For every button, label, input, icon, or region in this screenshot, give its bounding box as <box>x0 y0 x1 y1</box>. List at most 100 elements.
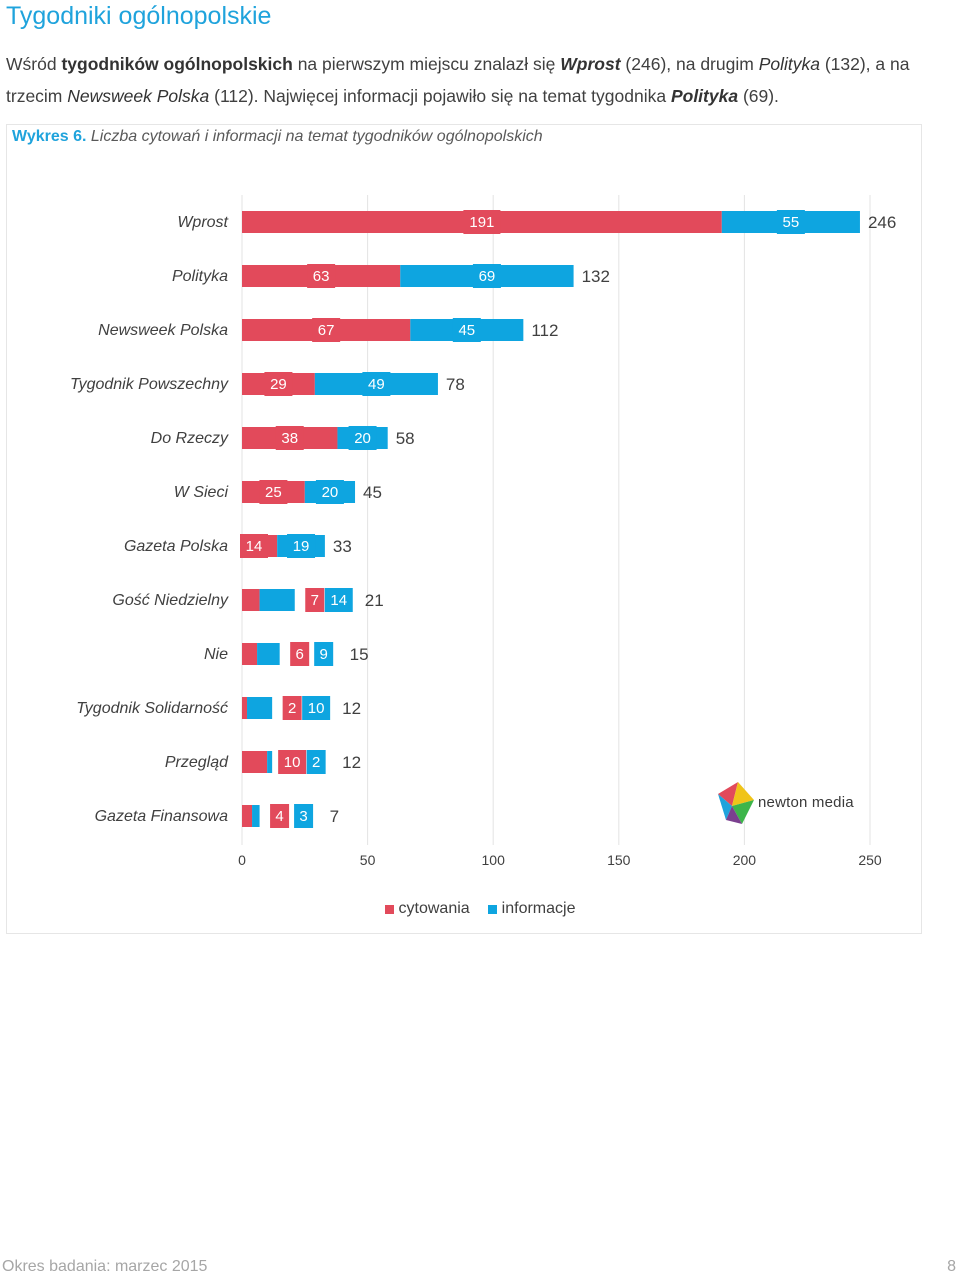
data-label-cytowania: 7 <box>311 592 319 609</box>
category-label: Przegląd <box>165 754 229 771</box>
data-label-cytowania-box <box>259 480 288 504</box>
data-label-cytowania-box <box>282 696 302 720</box>
bar-informacje <box>267 751 273 773</box>
page-heading: Tygodniki ogólnopolskie <box>6 2 272 30</box>
page-number: 8 <box>947 1258 956 1275</box>
data-label-informacje: 10 <box>308 700 325 717</box>
total-label: 21 <box>365 591 384 610</box>
data-label-informacje-box <box>472 264 501 288</box>
intro-text: (69). <box>738 86 779 106</box>
intro-emphasis: Wprost <box>560 54 621 74</box>
intro-text: na pierwszym miejscu znalazł się <box>292 54 561 74</box>
total-label: 58 <box>396 429 415 448</box>
intro-emphasis: tygodników ogólnopolskich <box>61 54 293 74</box>
data-label-cytowania-box <box>270 804 290 828</box>
footer-period: Okres badania: marzec 2015 <box>2 1258 208 1275</box>
intro-emphasis: Newsweek Polska <box>67 86 210 106</box>
legend-item: cytowania <box>384 900 470 918</box>
data-label-cytowania-box <box>275 426 304 450</box>
data-label-informacje-box <box>306 750 326 774</box>
data-label-informacje: 20 <box>322 484 339 501</box>
bar-informacje <box>247 697 273 719</box>
data-label-cytowania-box <box>290 642 310 666</box>
total-label: 132 <box>582 267 610 286</box>
total-label: 112 <box>531 321 558 340</box>
data-label-cytowania: 29 <box>270 376 287 393</box>
data-label-informacje-box <box>294 804 314 828</box>
data-label-informacje: 45 <box>458 322 475 339</box>
category-label: Tygodnik Powszechny <box>70 376 229 393</box>
chart-frame <box>6 124 922 934</box>
data-label-cytowania: 25 <box>265 484 282 501</box>
data-label-cytowania: 67 <box>318 322 335 339</box>
total-label: 33 <box>333 537 352 556</box>
category-label: W Sieci <box>174 484 229 501</box>
bar-cytowania <box>242 697 248 719</box>
data-label-informacje: 14 <box>330 592 347 609</box>
data-label-informacje: 69 <box>479 268 496 285</box>
data-label-informacje: 19 <box>293 538 310 555</box>
total-label: 12 <box>342 699 361 718</box>
x-tick-label: 50 <box>360 852 376 868</box>
data-label-cytowania: 38 <box>281 430 298 447</box>
chart-caption-number: Wykres 6. <box>12 128 87 145</box>
legend-label: informacje <box>501 900 576 917</box>
bar-informacje <box>259 589 295 611</box>
data-label-cytowania-box <box>305 588 325 612</box>
category-label: Polityka <box>172 268 228 285</box>
data-label-informacje: 49 <box>368 376 385 393</box>
category-label: Gazeta Finansowa <box>95 808 229 825</box>
chart-caption: Wykres 6. Liczba cytowań i informacji na… <box>12 128 543 146</box>
intro-emphasis: Polityka <box>670 86 739 106</box>
legend-swatch <box>384 904 394 914</box>
data-label-informacje: 2 <box>312 754 320 771</box>
total-label: 12 <box>342 753 361 772</box>
category-label: Do Rzeczy <box>151 430 229 447</box>
data-label-informacje-box <box>362 372 391 396</box>
category-label: Nie <box>204 646 228 663</box>
legend-label: cytowania <box>398 900 470 917</box>
bar-cytowania <box>242 751 268 773</box>
data-label-cytowania: 4 <box>275 808 283 825</box>
data-label-informacje-box <box>324 588 353 612</box>
newton-media-logo: newton media <box>716 780 856 830</box>
bar-informacje <box>257 643 280 665</box>
bar-cytowania <box>242 589 260 611</box>
data-label-informacje: 55 <box>783 214 800 231</box>
data-label-cytowania: 14 <box>246 538 263 555</box>
data-label-informacje: 20 <box>354 430 371 447</box>
x-tick-label: 100 <box>482 852 506 868</box>
data-label-cytowania: 191 <box>469 214 494 231</box>
category-label: Gość Niedzielny <box>112 592 229 609</box>
intro-text: (132), a na trzecim <box>6 54 910 106</box>
x-tick-label: 250 <box>858 852 882 868</box>
data-label-cytowania: 6 <box>296 646 304 663</box>
intro-paragraph: Wśród tygodników ogólnopolskich na pierw… <box>6 48 946 112</box>
category-label: Wprost <box>177 214 228 231</box>
intro-emphasis: Polityka <box>758 54 820 74</box>
chart-caption-title: Liczba cytowań i informacji na temat tyg… <box>86 128 543 145</box>
data-label-informacje-box <box>348 426 377 450</box>
data-label-informacje-box <box>302 696 331 720</box>
newton-media-logo-icon <box>718 782 754 824</box>
x-tick-label: 150 <box>607 852 631 868</box>
data-label-informacje-box <box>314 642 334 666</box>
bar-cytowania <box>242 805 253 827</box>
intro-text: Wśród <box>6 54 62 74</box>
data-label-cytowania-box <box>264 372 293 396</box>
legend-swatch <box>487 904 497 914</box>
category-label: Gazeta Polska <box>124 538 228 555</box>
data-label-cytowania-box <box>463 210 501 234</box>
data-label-cytowania-box <box>278 750 307 774</box>
data-label-informacje: 9 <box>320 646 328 663</box>
category-label: Tygodnik Solidarność <box>76 700 228 717</box>
newton-media-logo-text: newton media <box>758 794 854 811</box>
total-label: 7 <box>330 807 339 826</box>
data-label-informacje-box <box>776 210 805 234</box>
legend-item: informacje <box>487 900 576 918</box>
intro-text: (246), na drugim <box>620 54 759 74</box>
data-label-cytowania: 63 <box>313 268 330 285</box>
bar-informacje <box>252 805 260 827</box>
total-label: 15 <box>350 645 369 664</box>
chart-legend: cytowania informacje <box>0 900 960 918</box>
